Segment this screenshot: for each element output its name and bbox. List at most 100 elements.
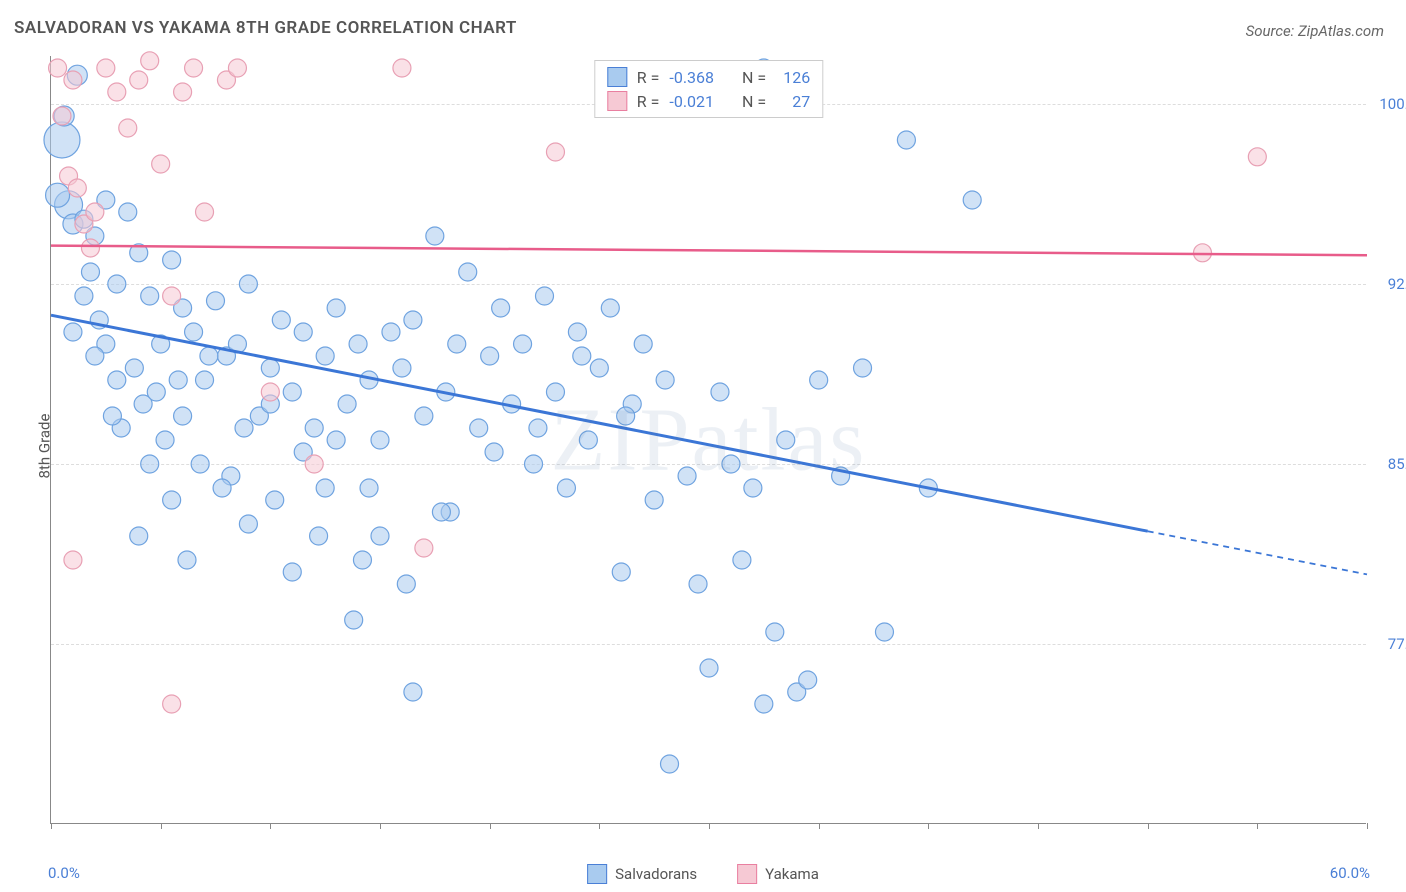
scatter-point — [393, 59, 411, 77]
scatter-point — [310, 527, 328, 545]
scatter-point — [612, 563, 630, 581]
scatter-point — [557, 479, 575, 497]
scatter-point — [722, 455, 740, 473]
scatter-point — [191, 455, 209, 473]
scatter-point — [492, 299, 510, 317]
scatter-point — [163, 695, 181, 713]
scatter-point — [266, 491, 284, 509]
scatter-point — [108, 275, 126, 293]
stats-row: R =-0.021N =27 — [607, 89, 810, 113]
y-tick-label: 77.5% — [1372, 635, 1406, 653]
scatter-point — [1248, 148, 1266, 166]
scatter-point — [426, 227, 444, 245]
scatter-point — [97, 59, 115, 77]
scatter-point — [546, 383, 564, 401]
scatter-point — [568, 323, 586, 341]
scatter-point — [875, 623, 893, 641]
scatter-point — [141, 287, 159, 305]
y-tick-label: 85.0% — [1372, 455, 1406, 473]
scatter-point — [261, 383, 279, 401]
scatter-point — [327, 299, 345, 317]
scatter-point — [470, 419, 488, 437]
scatter-point — [525, 455, 543, 473]
scatter-point — [239, 515, 257, 533]
scatter-point — [178, 551, 196, 569]
scatter-point — [64, 551, 82, 569]
x-axis-max-label: 60.0% — [1330, 864, 1370, 882]
scatter-point — [163, 251, 181, 269]
scatter-point — [353, 551, 371, 569]
scatter-point — [316, 479, 334, 497]
scatter-point — [573, 347, 591, 365]
scatter-point — [235, 419, 253, 437]
scatter-point — [103, 407, 121, 425]
legend-label: Yakama — [765, 865, 819, 883]
scatter-point — [163, 491, 181, 509]
scatter-point — [897, 131, 915, 149]
scatter-point — [119, 119, 137, 137]
scatter-point — [371, 431, 389, 449]
scatter-point — [371, 527, 389, 545]
scatter-point — [261, 359, 279, 377]
scatter-point — [432, 503, 450, 521]
r-value: -0.368 — [669, 68, 714, 87]
scatter-point — [152, 155, 170, 173]
scatter-point — [141, 52, 159, 70]
scatter-point — [634, 335, 652, 353]
scatter-point — [305, 455, 323, 473]
scatter-point — [64, 323, 82, 341]
scatter-point — [338, 395, 356, 413]
scatter-point — [46, 183, 70, 207]
scatter-point — [854, 359, 872, 377]
scatter-point — [799, 671, 817, 689]
scatter-point — [49, 59, 67, 77]
scatter-point — [305, 419, 323, 437]
legend-item: Salvadorans — [587, 864, 697, 884]
legend-item: Yakama — [737, 864, 819, 884]
scatter-point — [213, 479, 231, 497]
scatter-point — [404, 311, 422, 329]
scatter-point — [345, 611, 363, 629]
trend-line — [51, 315, 1148, 531]
scatter-point — [810, 371, 828, 389]
scatter-point — [239, 275, 257, 293]
scatter-point — [185, 59, 203, 77]
scatter-point — [393, 359, 411, 377]
scatter-point — [382, 323, 400, 341]
scatter-point — [200, 347, 218, 365]
scatter-point — [733, 551, 751, 569]
scatter-point — [207, 292, 225, 310]
scatter-point — [448, 335, 466, 353]
scatter-point — [86, 347, 104, 365]
scatter-point — [68, 179, 86, 197]
x-axis-min-label: 0.0% — [48, 864, 80, 882]
scatter-point — [678, 467, 696, 485]
trend-line — [51, 246, 1367, 256]
scatter-point — [766, 623, 784, 641]
chart-container: SALVADORAN VS YAKAMA 8TH GRADE CORRELATI… — [0, 0, 1406, 892]
legend-label: Salvadorans — [615, 865, 697, 883]
scatter-point — [963, 191, 981, 209]
legend-swatch — [737, 864, 757, 884]
scatter-point — [196, 371, 214, 389]
scatter-point — [481, 347, 499, 365]
r-value: -0.021 — [669, 92, 714, 111]
scatter-point — [656, 371, 674, 389]
scatter-point — [316, 347, 334, 365]
stats-row: R =-0.368N =126 — [607, 65, 810, 89]
scatter-point — [777, 431, 795, 449]
scatter-point — [185, 323, 203, 341]
scatter-point — [459, 263, 477, 281]
scatter-point — [272, 311, 290, 329]
scatter-point — [75, 287, 93, 305]
legend-swatch — [607, 91, 627, 111]
scatter-point — [700, 659, 718, 677]
scatter-point — [130, 71, 148, 89]
plot-area: ZIPatlas R =-0.368N =126R =-0.021N =27 7… — [50, 56, 1366, 824]
scatter-point — [327, 431, 345, 449]
scatter-point — [64, 71, 82, 89]
scatter-point — [163, 287, 181, 305]
x-tick — [1367, 823, 1368, 829]
scatter-point — [397, 575, 415, 593]
legend-swatch — [607, 67, 627, 87]
